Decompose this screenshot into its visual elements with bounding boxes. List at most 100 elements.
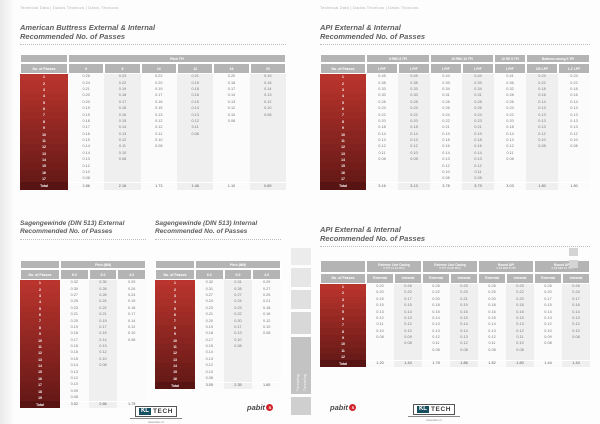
- value-cell: [252, 375, 281, 382]
- value-cell: 0.29: [252, 280, 281, 287]
- value-cell: 0.26: [494, 99, 526, 106]
- table-row: 3 0.15 0.17 0.20 0.21 0.20 0.20 0.17 0.17: [320, 296, 590, 303]
- total-value-cell: 3.03: [494, 182, 526, 190]
- kl-tech-logo: KL TECH www.kltec.cz: [126, 399, 186, 424]
- pass-number-cell: 10: [20, 131, 68, 138]
- value-cell: 0.18: [462, 137, 494, 145]
- total-value-cell: 1.78: [422, 360, 450, 368]
- value-cell: 0.16: [558, 93, 590, 100]
- total-row: Total 3.05 2.35 1.65: [155, 382, 281, 390]
- value-cell: 0.17: [68, 125, 105, 132]
- value-cell: [249, 150, 286, 157]
- pass-number-cell: 6: [155, 311, 195, 319]
- column-header: 4.0: [117, 269, 146, 280]
- value-cell: [398, 176, 430, 183]
- table-row: 7 0.22 0.22 0.24 0.24 0.22 0.13 0.13: [320, 112, 590, 119]
- value-cell: 0.16: [60, 343, 89, 351]
- table-row: 10 0.14 0.14 0.19 0.19 0.14 0.12 0.12: [320, 131, 590, 138]
- value-cell: [213, 169, 250, 176]
- value-cell: [398, 169, 430, 176]
- value-cell: 0.13: [223, 331, 253, 338]
- value-cell: 0.38: [398, 80, 430, 87]
- value-cell: 0.16: [506, 309, 534, 316]
- pass-number-cell: 12: [320, 144, 366, 151]
- value-cell: 0.26: [68, 74, 105, 81]
- data-table: Pitch (MM) No. of Passes 6.0 5.0 4.0 1 0.32 0.3…: [155, 260, 281, 390]
- pass-number-cell: 5: [320, 99, 366, 106]
- table-row: 17 0.08: [20, 176, 286, 183]
- group-header: 10 RND 10 TPI: [430, 54, 494, 63]
- table-row: 4 0.15 0.15 0.18 0.19 0.18 0.18 0.15 0.16: [320, 302, 590, 310]
- table-row: 1 0.20 0.26 0.26 0.25 0.26 0.25 0.26 0.26: [320, 283, 590, 291]
- value-cell: 0.10: [60, 382, 89, 389]
- value-cell: 0.28: [430, 99, 462, 106]
- value-cell: 0.10: [398, 150, 430, 157]
- value-cell: 0.08: [422, 347, 450, 354]
- value-cell: [117, 382, 146, 389]
- value-cell: 0.14: [104, 125, 141, 132]
- section-tab-threading: Threading Threading: [291, 337, 311, 394]
- value-cell: 0.10: [249, 105, 286, 113]
- kl-tagline-rule: [130, 418, 182, 419]
- value-cell: 0.13: [140, 112, 177, 119]
- table-row: 7 0.20 0.19 0.14: [20, 318, 146, 325]
- title-line-2: Recommended No. of Passes: [320, 32, 426, 41]
- value-cell: 0.13: [249, 93, 286, 100]
- dotted-rule: [320, 246, 590, 247]
- pass-number-cell: 3: [155, 292, 195, 300]
- pass-number-cell: 2: [20, 80, 68, 87]
- table-row: 5 0.28 0.28 0.28 0.28 0.26 0.14 0.14: [320, 99, 590, 106]
- value-cell: 0.16: [430, 144, 462, 151]
- value-cell: [249, 118, 286, 125]
- value-cell: 0.13: [104, 131, 141, 138]
- value-cell: 0.28: [494, 93, 526, 100]
- value-cell: 0.11: [422, 341, 450, 348]
- pass-number-cell: 16: [320, 169, 366, 176]
- group-header: Round API 2.54 MM 10 TPI: [534, 260, 590, 273]
- value-cell: [117, 350, 146, 357]
- value-cell: [252, 337, 281, 344]
- value-cell: 0.08: [88, 362, 118, 370]
- pass-number-cell: 9: [155, 331, 195, 338]
- value-cell: 0.30: [60, 286, 89, 293]
- value-cell: 0.14: [462, 150, 494, 157]
- table-row: 4 0.20 0.18 0.17 0.16 0.14 0.13: [20, 93, 286, 100]
- value-cell: 0.12: [430, 163, 462, 170]
- value-cell: [88, 382, 118, 389]
- value-cell: 0.13: [558, 125, 590, 132]
- total-value-cell: 1.82: [478, 360, 506, 368]
- total-value-cell: 1.80: [506, 360, 534, 368]
- value-cell: 0.17: [213, 86, 250, 94]
- passes-header: No. of Passes: [20, 269, 60, 280]
- value-cell: [526, 150, 558, 157]
- table-row: 8 0.19 0.17 0.10: [155, 324, 281, 331]
- value-cell: 0.10: [140, 137, 177, 145]
- value-cell: 0.24: [223, 299, 253, 306]
- table-row: 6 0.19 0.16 0.15 0.14 0.12 0.10: [20, 105, 286, 113]
- value-cell: 0.11: [494, 150, 526, 157]
- pass-number-cell: 18: [20, 388, 60, 395]
- value-cell: [213, 125, 250, 132]
- value-cell: 0.32: [494, 86, 526, 94]
- value-cell: [117, 369, 146, 376]
- value-cell: 0.18: [104, 93, 141, 100]
- total-label-cell: Total: [20, 401, 60, 409]
- group-subheader: 5 TPI (5.08 MM): [439, 265, 461, 270]
- kl-badge: KL: [138, 407, 151, 415]
- api-passes-table-bottom: Extreme Line Casing 6 TPI (4.23 MM) Extrem…: [320, 260, 590, 368]
- page-header-left: Technical Data | Dados Técnicos | Datos …: [20, 5, 119, 10]
- edge-tab: [569, 248, 578, 256]
- value-cell: 0.31: [462, 93, 494, 100]
- value-cell: [252, 362, 281, 370]
- total-value-cell: 1.79: [117, 401, 146, 409]
- total-value-cell: 2.66: [88, 401, 118, 409]
- pass-number-cell: 6: [320, 315, 366, 322]
- value-cell: 0.18: [68, 118, 105, 125]
- value-cell: [140, 163, 177, 170]
- table-row: 14 0.13 0.08: [20, 156, 286, 164]
- value-cell: [562, 341, 590, 348]
- value-cell: 0.18: [213, 80, 250, 87]
- value-cell: 0.11: [176, 125, 214, 132]
- value-cell: [252, 369, 281, 376]
- threading-tab-label: Threading: [295, 373, 300, 391]
